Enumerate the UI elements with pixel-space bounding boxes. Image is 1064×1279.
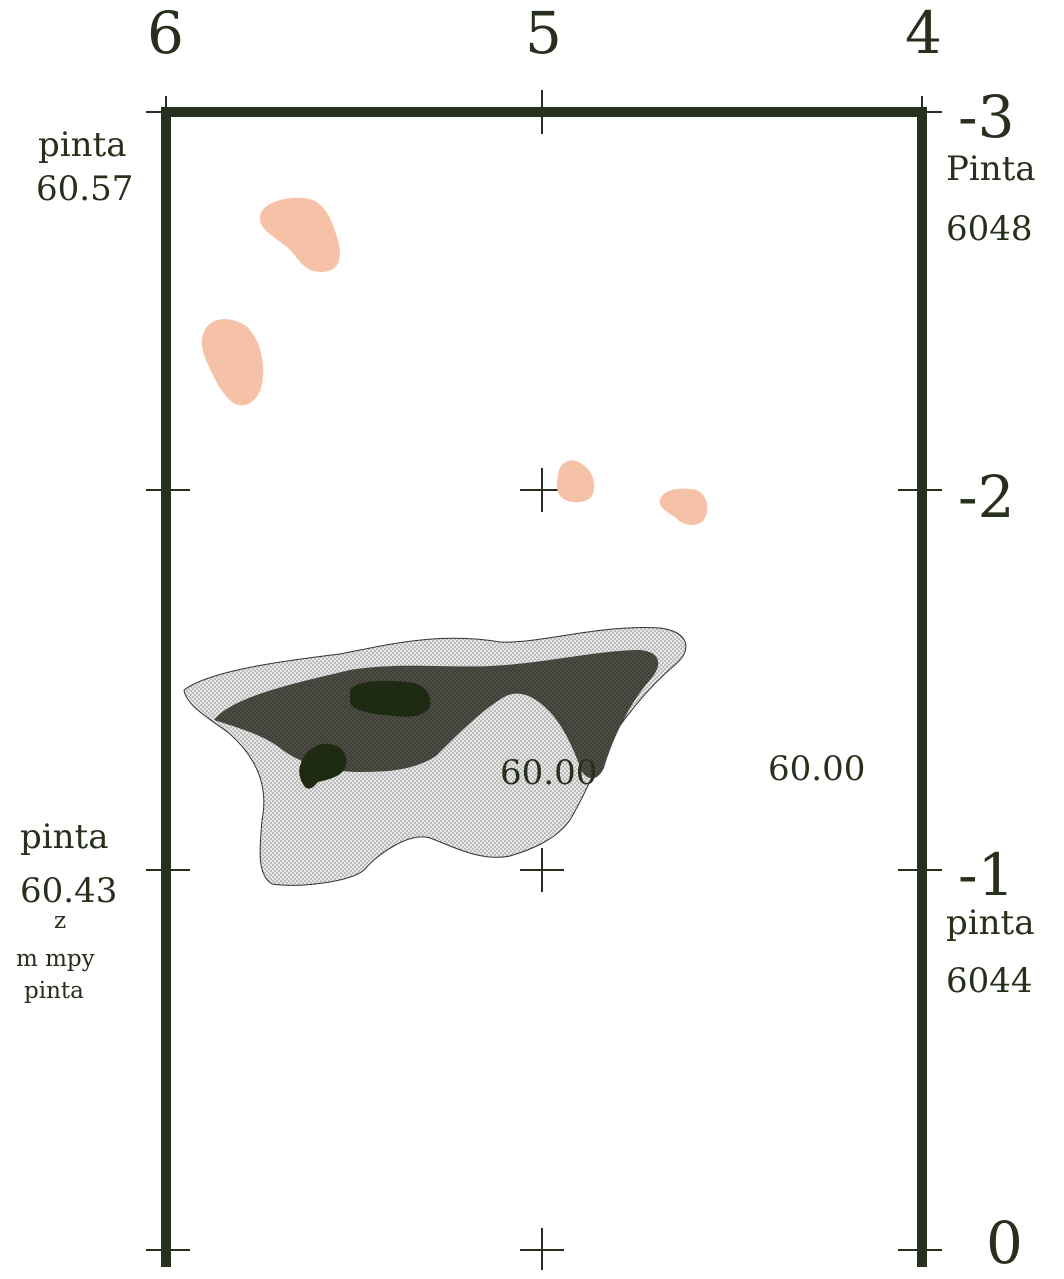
top-axis-label-right: 4 <box>905 4 942 62</box>
top-right-elevation: 6048 <box>946 212 1033 246</box>
top-right-word: Pinta <box>946 152 1036 186</box>
bottom-left-note-line2: pinta <box>24 980 84 1003</box>
light-patch <box>260 198 340 272</box>
top-axis-label-mid: 5 <box>525 4 562 62</box>
light-patches <box>202 198 707 525</box>
right-axis-label-upper: -2 <box>958 468 1015 526</box>
right-axis-label-lower: -1 <box>958 846 1015 904</box>
light-patch <box>202 319 263 405</box>
light-patch <box>660 488 708 525</box>
bottom-left-note-line1: m mpy <box>16 948 95 971</box>
right-axis-label-bottom: 0 <box>986 1214 1023 1272</box>
bottom-left-word: pinta <box>20 820 108 854</box>
bottom-right-elevation: 6044 <box>946 964 1033 998</box>
bottom-left-elevation: 60.43 <box>20 874 117 908</box>
top-axis-label-left: 6 <box>147 4 184 62</box>
top-left-elevation: 60.57 <box>36 172 133 206</box>
right-axis-label-top: -3 <box>958 88 1015 146</box>
bottom-right-word: pinta <box>946 906 1034 940</box>
light-patch <box>557 460 595 502</box>
outside-elevation-label: 60.00 <box>768 752 865 786</box>
top-left-word: pinta <box>38 128 126 162</box>
bottom-left-mark: z <box>54 910 66 933</box>
deposit-elevation-label: 60.00 <box>500 756 597 790</box>
